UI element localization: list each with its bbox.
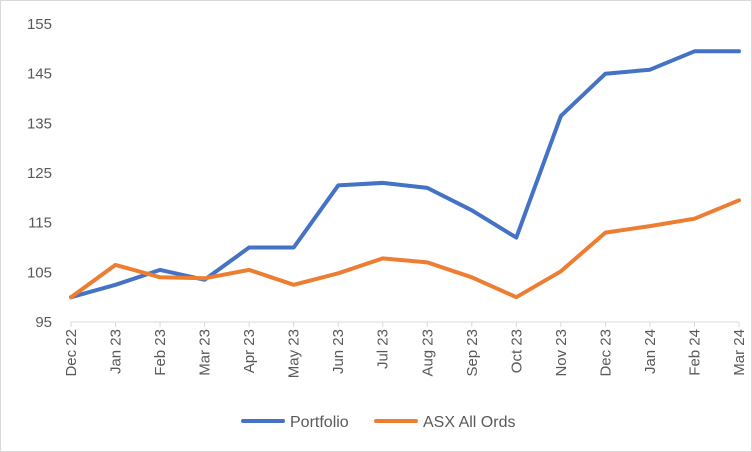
- legend-label-portfolio: Portfolio: [290, 414, 349, 431]
- x-axis-tick-labels: Dec 22 Jan 23 Feb 23 Mar 23 Apr 23 May 23 Jun …: [63, 329, 748, 378]
- x-tick-label-aug-23: Aug 23: [419, 329, 436, 377]
- y-axis-tick-labels: 95 105 115 125 135 145 155: [27, 16, 52, 331]
- series-line-asx-all-ords: [69, 198, 741, 300]
- x-tick-label-sep-23: Sep 23: [464, 329, 481, 377]
- x-tick-label-jul-23: Jul 23: [375, 329, 392, 369]
- x-tick-label-jun-23: Jun 23: [330, 329, 347, 374]
- x-tick-label-may-23: May 23: [286, 329, 303, 378]
- x-tick-label-mar-24: Mar 24: [731, 329, 748, 376]
- y-tick-label-135: 135: [27, 115, 52, 132]
- y-tick-label-105: 105: [27, 264, 52, 281]
- x-tick-label-oct-23: Oct 23: [508, 329, 525, 373]
- x-tick-label-jan-24: Jan 24: [642, 329, 659, 374]
- x-tick-label-feb-23: Feb 23: [152, 329, 169, 376]
- y-tick-label-115: 115: [28, 215, 52, 232]
- legend: Portfolio ASX All Ords: [241, 414, 515, 431]
- x-tick-label-dec-23: Dec 23: [597, 329, 614, 377]
- x-tick-label-jan-23: Jan 23: [108, 329, 125, 374]
- x-tick-label-apr-23: Apr 23: [241, 329, 258, 373]
- y-tick-label-145: 145: [27, 66, 52, 83]
- y-tick-label-95: 95: [35, 314, 52, 331]
- x-tick-label-dec-22: Dec 22: [63, 329, 80, 377]
- x-tick-label-mar-23: Mar 23: [197, 329, 214, 376]
- series-lines: [69, 49, 741, 300]
- x-tick-label-feb-24: Feb 24: [686, 329, 703, 376]
- x-tick-label-nov-23: Nov 23: [553, 329, 570, 377]
- legend-label-asx-all-ords: ASX All Ords: [423, 414, 515, 431]
- series-line-portfolio: [69, 49, 741, 300]
- x-axis-tick-marks: [70, 322, 740, 327]
- y-tick-label-155: 155: [27, 16, 52, 33]
- y-tick-label-125: 125: [27, 165, 52, 182]
